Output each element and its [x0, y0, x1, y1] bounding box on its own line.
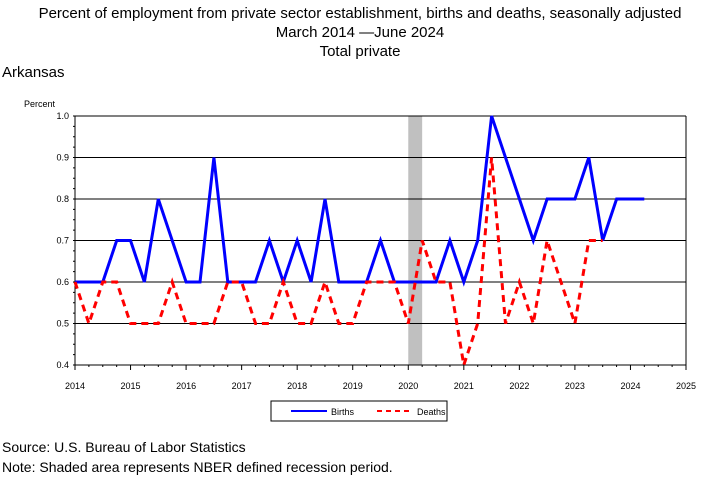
state-label: Arkansas	[2, 64, 65, 81]
chart-subtitle: Total private	[319, 43, 401, 60]
legend-box	[270, 400, 448, 422]
x-tick-label: 2019	[343, 381, 363, 391]
x-tick-label: 2022	[509, 381, 529, 391]
y-tick-label: 0.4	[56, 360, 69, 370]
y-tick-label: 0.6	[56, 277, 69, 287]
chart-date-range: March 2014 —June 2024	[275, 24, 445, 41]
legend-label-deaths: Deaths	[417, 407, 446, 417]
y-tick-label: 0.7	[56, 236, 69, 246]
x-tick-label: 2017	[232, 381, 252, 391]
chart-title: Percent of employment from private secto…	[38, 5, 682, 22]
y-axis-label: Percent	[24, 99, 56, 109]
y-tick-label: 0.9	[56, 153, 69, 163]
y-tick-label: 0.5	[56, 319, 69, 329]
series-line-births	[75, 115, 645, 287]
x-tick-label: 2014	[65, 381, 85, 391]
y-tick-label: 0.8	[56, 194, 69, 204]
source-note: Source: U.S. Bureau of Labor Statistics	[2, 439, 246, 455]
x-tick-label: 2018	[287, 381, 307, 391]
recession-note: Note: Shaded area represents NBER define…	[2, 459, 393, 475]
x-tick-label: 2016	[176, 381, 196, 391]
x-tick-label: 2024	[620, 381, 640, 391]
x-tick-label: 2023	[565, 381, 585, 391]
legend-label-births: Births	[331, 407, 355, 417]
x-tick-label: 2021	[454, 381, 474, 391]
series-line-deaths	[73, 157, 603, 366]
x-tick-label: 2020	[398, 381, 418, 391]
y-tick-label: 1.0	[56, 111, 69, 121]
x-tick-label: 2015	[121, 381, 141, 391]
x-tick-label: 2025	[676, 381, 696, 391]
